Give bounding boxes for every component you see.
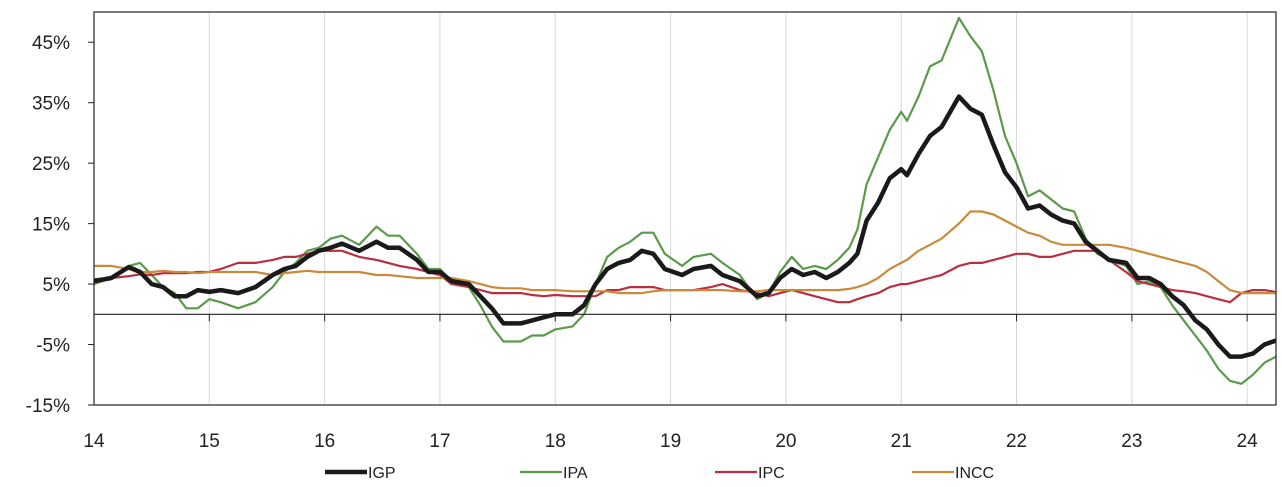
x-tick-label: 18: [545, 431, 566, 452]
series-line-incc: [94, 210, 1276, 295]
series-line-ipa: [94, 16, 1276, 385]
series-lines: [94, 16, 1276, 385]
y-tick-label: 15%: [32, 215, 70, 236]
x-tick-label: 23: [1121, 431, 1142, 452]
legend: IGP IPA IPC INCC: [325, 465, 994, 482]
y-tick-label: -15%: [26, 396, 70, 417]
legend-label-ipa: IPA: [563, 465, 588, 482]
x-tick-label: 21: [891, 431, 912, 452]
x-tick-label: 14: [83, 431, 105, 452]
x-tick-label: 15: [199, 431, 220, 452]
x-tick-label: 19: [660, 431, 681, 452]
x-tick-label: 24: [1237, 431, 1259, 452]
vertical-gridlines: [208, 12, 1248, 405]
series-line-igp: [94, 94, 1276, 359]
x-tick-label: 17: [429, 431, 450, 452]
x-tick-label: 16: [314, 431, 335, 452]
y-tick-label: 5%: [43, 275, 71, 296]
legend-label-igp: IGP: [368, 465, 396, 482]
y-axis-tick-labels: -15% -5% 5% 15% 25% 35% 45%: [26, 33, 70, 417]
x-tick-label: 22: [1006, 431, 1027, 452]
legend-label-incc: INCC: [955, 465, 994, 482]
plot-frame: [93, 11, 1277, 406]
y-tick-label: 35%: [32, 94, 70, 115]
y-tick-label: 25%: [32, 154, 70, 175]
y-tick-label: 45%: [32, 33, 70, 54]
x-tick-label: 20: [775, 431, 796, 452]
axes: [88, 11, 1277, 406]
legend-label-ipc: IPC: [758, 465, 785, 482]
y-tick-label: -5%: [36, 336, 70, 357]
x-axis-tick-labels: 14 15 16 17 18 19 20 21 22 23 24: [83, 431, 1258, 452]
